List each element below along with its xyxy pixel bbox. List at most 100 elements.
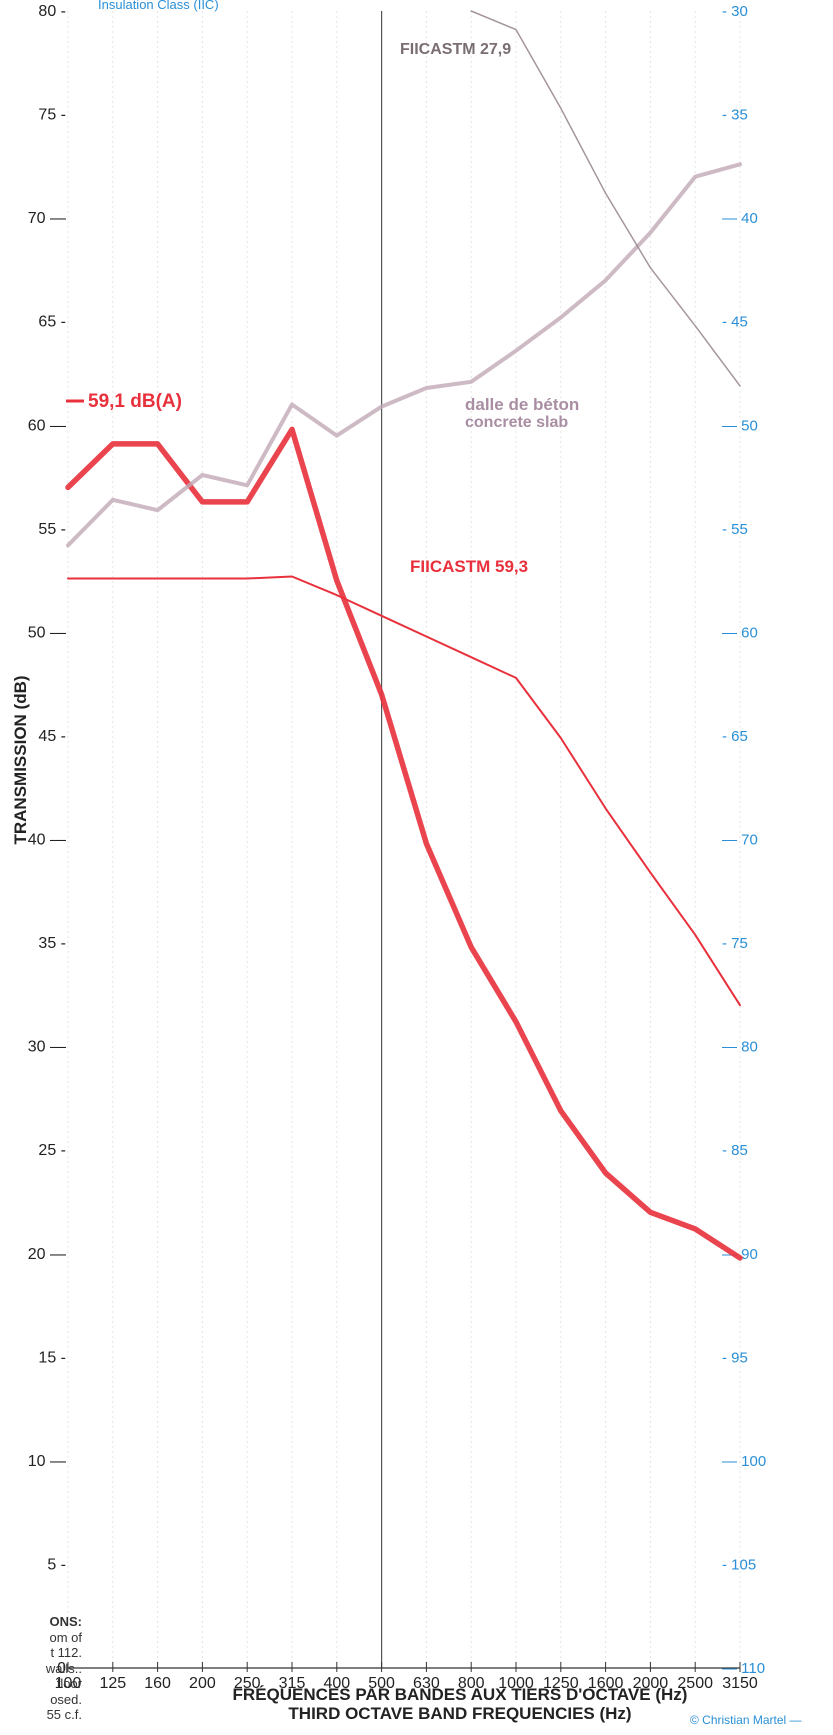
x-tick-label: 400: [323, 1675, 350, 1692]
right-tick-label: - 45: [722, 314, 748, 331]
left-tick-label: 20 —: [28, 1246, 66, 1263]
left-tick-label: 80 -: [38, 3, 66, 20]
series-point: [335, 434, 338, 437]
series-point: [559, 737, 562, 740]
right-tick-label: - 55: [722, 521, 748, 538]
series-point: [515, 1020, 518, 1023]
right-tick-label: - 85: [722, 1142, 748, 1159]
series-point: [111, 442, 114, 445]
series-line-concrete-slab: [66, 162, 742, 548]
side-note-line: ONS:: [49, 1614, 83, 1629]
left-tick-label: 0: [57, 1660, 66, 1677]
left-tick-label: 75 -: [38, 107, 66, 124]
series-point: [604, 807, 607, 810]
x-tick-label: 125: [99, 1675, 126, 1692]
x-tick-label: 2000: [633, 1675, 669, 1692]
top-axis-label: Insulation Class (IIC): [98, 0, 219, 12]
fiic-low-label: FIICASTM 27,9: [400, 41, 511, 58]
series-point: [515, 349, 518, 352]
series-lines: [65, 10, 743, 1261]
left-tick-label: 15 -: [38, 1349, 66, 1366]
series-point: [604, 192, 607, 195]
x-tick-label: 315: [279, 1675, 306, 1692]
right-tick-label: — 80: [722, 1039, 758, 1056]
series-point: [335, 594, 338, 597]
series-point: [739, 1004, 742, 1007]
left-tick-label: 25 -: [38, 1142, 66, 1159]
x-tick-label: 630: [413, 1675, 440, 1692]
left-tick-label: 65 -: [38, 314, 66, 331]
series-line-fiic-low: [470, 10, 741, 387]
series-point: [559, 316, 562, 319]
series-point: [67, 486, 70, 489]
series-point: [156, 442, 159, 445]
left-tick-label: 45 -: [38, 728, 66, 745]
series-point: [291, 403, 294, 406]
series-point: [425, 842, 428, 845]
y-axis-title: TRANSMISSION (dB): [11, 675, 30, 844]
left-tick-label: 50 —: [28, 624, 66, 641]
series-point: [470, 10, 473, 13]
fiic-high-label: FIICASTM 59,3: [410, 557, 528, 576]
series-point: [694, 175, 697, 178]
side-note-line: walls..: [45, 1660, 82, 1676]
x-tick-label: 500: [368, 1675, 395, 1692]
series-point: [515, 28, 518, 31]
series-point: [649, 266, 652, 269]
x-tick-label: 200: [189, 1675, 216, 1692]
series-point: [694, 933, 697, 936]
series-point: [559, 107, 562, 110]
series-point: [649, 1211, 652, 1214]
x-tick-label: 1000: [498, 1675, 534, 1692]
right-tick-label: - 105: [722, 1556, 756, 1573]
right-axis-ticks: - 30 - 35 — 40 - 45 — 50 - 55 — 60 - 65 — 70 - 75…: [722, 3, 766, 1677]
x-tick-label: 160: [144, 1675, 171, 1692]
series-point: [291, 575, 294, 578]
left-tick-label: 55 -: [38, 521, 66, 538]
series-point: [604, 1171, 607, 1174]
series-point: [694, 1227, 697, 1230]
series-point: [649, 871, 652, 874]
copyright: © Christian Martel —: [690, 1713, 802, 1727]
series-point: [515, 676, 518, 679]
left-tick-label: 60 —: [28, 417, 66, 434]
right-tick-label: - 35: [722, 107, 748, 124]
series-point: [291, 428, 294, 431]
series-point: [67, 577, 70, 580]
series-point: [694, 324, 697, 327]
x-tick-label: 250: [234, 1675, 261, 1692]
right-tick-label: — 100: [722, 1453, 766, 1470]
right-tick-label: — 110: [722, 1660, 765, 1677]
x-axis-title-fr: FRÉQUENCES PAR BANDES AUX TIERS D'OCTAVE…: [233, 1685, 688, 1704]
series-point: [201, 500, 204, 503]
series-point: [111, 498, 114, 501]
series-line-level: [65, 426, 743, 1261]
x-tick-label: 1250: [543, 1675, 579, 1692]
series-point: [470, 656, 473, 659]
series-point: [201, 473, 204, 476]
x-axis-ticks: 100 125 160 200 250 315 400 500 630 800 1000 1250 16…: [55, 1662, 758, 1692]
right-tick-label: — 60: [722, 624, 758, 641]
series-point: [380, 405, 383, 408]
series-point: [739, 1256, 742, 1259]
right-tick-label: - 75: [722, 935, 748, 952]
series-line-fiic-high: [67, 575, 741, 1007]
slab-label-fr: dalle de béton: [465, 395, 579, 414]
right-tick-label: - 65: [722, 728, 748, 745]
series-point: [156, 509, 159, 512]
series-point: [425, 386, 428, 389]
series-point: [470, 946, 473, 949]
series-point: [111, 577, 114, 580]
series-point: [425, 635, 428, 638]
side-note-line: 55 c.f.: [46, 1707, 82, 1722]
series-point: [604, 279, 607, 282]
right-tick-label: - 95: [722, 1349, 748, 1366]
side-note-line: t 112.: [50, 1645, 82, 1660]
side-note: ONS: om of t 112. walls.. floor osed. 55…: [0, 1614, 82, 1723]
series-point: [246, 577, 249, 580]
series-point: [380, 693, 383, 696]
left-tick-label: 35 -: [38, 935, 66, 952]
grid: [67, 11, 741, 1668]
series-point: [380, 614, 383, 617]
